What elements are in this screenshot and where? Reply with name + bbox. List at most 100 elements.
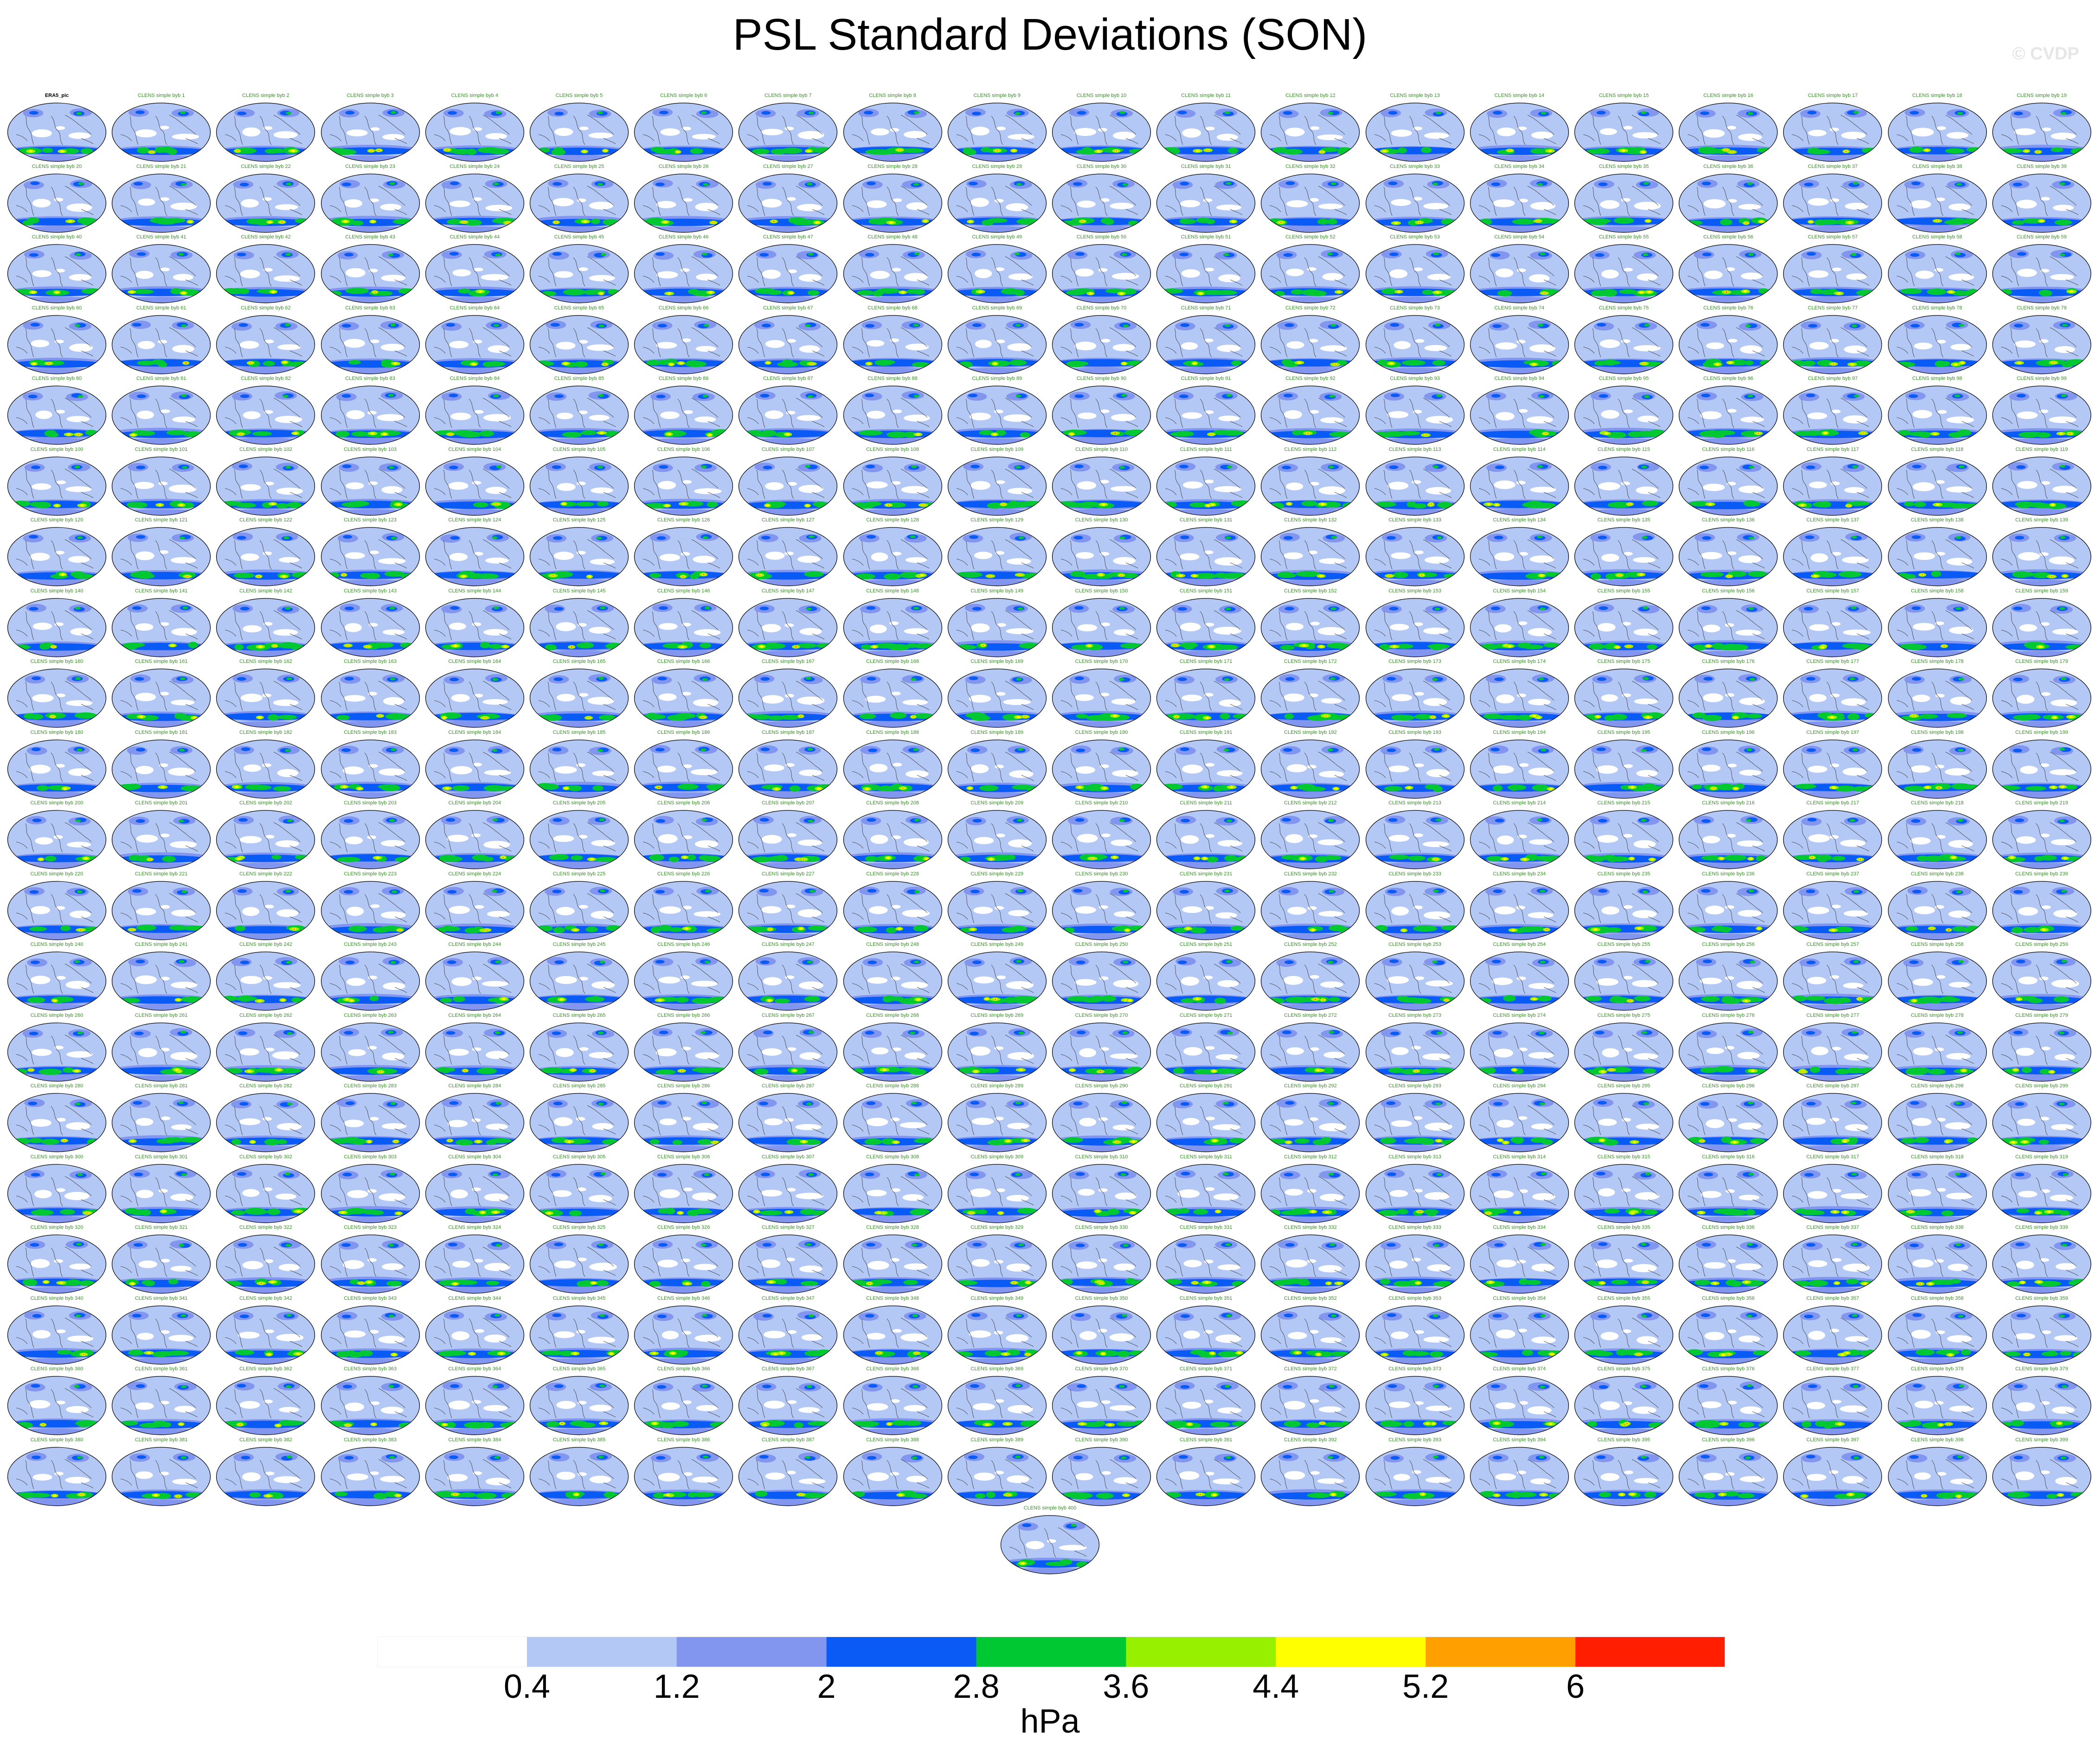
panel-title: CLENS simple byb 53 (1390, 234, 1440, 240)
map-panel: CLENS simple byb 338 (1888, 1225, 1987, 1295)
panel-title: CLENS simple byb 322 (239, 1225, 292, 1230)
panel-title: CLENS simple byb 35 (1599, 163, 1649, 169)
panel-map (1365, 1446, 1464, 1506)
map-panel: CLENS simple byb 19 (1992, 93, 2092, 163)
panel-title: CLENS simple byb 307 (762, 1154, 815, 1160)
panel-map (1261, 1305, 1360, 1365)
panel-map (7, 597, 107, 657)
panel-map (1470, 527, 1569, 586)
panel-title: CLENS simple byb 179 (2015, 659, 2068, 664)
panel-map (1365, 597, 1464, 657)
panel-title: CLENS simple byb 39 (2017, 163, 2067, 169)
panel-map (947, 1093, 1047, 1152)
panel-title: CLENS simple byb 399 (2015, 1437, 2068, 1443)
map-panel: CLENS simple byb 342 (216, 1296, 315, 1366)
panel-map (843, 173, 942, 233)
panel-map (634, 880, 733, 940)
colorbar-swatch (1575, 1637, 1725, 1667)
map-panel: CLENS simple byb 25 (529, 164, 629, 234)
panel-title: CLENS simple byb 107 (762, 446, 815, 452)
map-panel: CLENS simple byb 290 (1052, 1083, 1151, 1154)
map-panel: CLENS simple byb 88 (843, 376, 943, 446)
map-panel: CLENS simple byb 141 (111, 588, 211, 659)
panel-map (1783, 1093, 1882, 1152)
panel-map (321, 456, 420, 516)
map-panel: CLENS simple byb 29 (947, 164, 1047, 234)
panel-map (1992, 810, 2091, 869)
panel-map (947, 456, 1047, 516)
panel-map (425, 1163, 524, 1223)
panel-title: CLENS simple byb 348 (866, 1295, 919, 1301)
map-panel: CLENS simple byb 310 (1052, 1154, 1151, 1225)
panel-title: CLENS simple byb 328 (866, 1225, 919, 1230)
panel-title: CLENS simple byb 91 (1181, 376, 1231, 381)
panel-map (1470, 1022, 1569, 1082)
panel-map (947, 597, 1047, 657)
panel-title: CLENS simple byb 31 (1181, 163, 1231, 169)
map-panel: CLENS simple byb 297 (1783, 1083, 1882, 1154)
panel-title: CLENS simple byb 19 (2017, 93, 2067, 98)
map-panel: CLENS simple byb 400 (1000, 1505, 1100, 1576)
map-panel: CLENS simple byb 129 (947, 517, 1047, 588)
panel-map (1261, 1376, 1360, 1435)
panel-title: CLENS simple byb 45 (554, 234, 604, 240)
map-panel: CLENS simple byb 315 (1574, 1154, 1674, 1225)
panel-map (1888, 1305, 1987, 1365)
panel-title: CLENS simple byb 253 (1388, 942, 1441, 947)
panel-title: CLENS simple byb 264 (448, 1012, 501, 1018)
map-panel: CLENS simple byb 53 (1365, 234, 1465, 305)
map-panel: CLENS simple byb 32 (1260, 164, 1360, 234)
panel-title: CLENS simple byb 301 (135, 1154, 188, 1160)
map-panel: CLENS simple byb 386 (634, 1437, 733, 1508)
panel-map (1992, 1163, 2091, 1223)
panel-map (112, 315, 211, 374)
panel-title: CLENS simple byb 221 (135, 871, 188, 877)
panel-title: CLENS simple byb 366 (657, 1366, 710, 1372)
panel-map (739, 315, 838, 374)
panel-title: CLENS simple byb 247 (762, 942, 815, 947)
panel-map (529, 1234, 629, 1294)
map-panel: CLENS simple byb 83 (321, 376, 420, 446)
panel-map (1888, 1093, 1987, 1152)
panel-title: CLENS simple byb 102 (239, 446, 292, 452)
panel-title: CLENS simple byb 220 (30, 871, 83, 877)
panel-map (1052, 1022, 1151, 1082)
panel-map (425, 173, 524, 233)
panel-map (1574, 527, 1674, 586)
panel-map (1156, 173, 1256, 233)
panel-title: CLENS simple byb 205 (552, 800, 606, 806)
panel-map (1888, 739, 1987, 799)
panel-map (7, 1234, 107, 1294)
panel-title: CLENS simple byb 211 (1180, 800, 1233, 806)
map-panel: CLENS simple byb 84 (425, 376, 525, 446)
panel-map (425, 810, 524, 869)
panel-title: CLENS simple byb 270 (1075, 1012, 1128, 1018)
panel-title: CLENS simple byb 255 (1597, 942, 1650, 947)
map-panel: CLENS simple byb 253 (1365, 942, 1465, 1012)
panel-title: CLENS simple byb 250 (1075, 942, 1128, 947)
panel-title: CLENS simple byb 352 (1284, 1295, 1337, 1301)
panel-map (7, 1446, 107, 1506)
panel-map (1679, 385, 1778, 445)
panel-title: CLENS simple byb 65 (554, 305, 604, 311)
panel-map (634, 1093, 733, 1152)
map-panel: CLENS simple byb 239 (1992, 871, 2092, 942)
panel-title: CLENS simple byb 115 (1598, 446, 1650, 452)
map-panel: CLENS simple byb 204 (425, 800, 525, 871)
panel-title: CLENS simple byb 280 (30, 1083, 83, 1089)
map-panel: CLENS simple byb 67 (738, 305, 838, 376)
panel-map (634, 1305, 733, 1365)
map-panel: CLENS simple byb 326 (634, 1225, 733, 1295)
map-panel: CLENS simple byb 8 (843, 93, 943, 163)
map-panel: CLENS simple byb 319 (1992, 1154, 2092, 1225)
map-panel: CLENS simple byb 330 (1052, 1225, 1151, 1295)
map-panel: CLENS simple byb 177 (1783, 659, 1882, 729)
map-panel: CLENS simple byb 12 (1260, 93, 1360, 163)
map-panel: CLENS simple byb 157 (1783, 588, 1882, 659)
map-panel: CLENS simple byb 66 (634, 305, 733, 376)
map-panel: CLENS simple byb 170 (1052, 659, 1151, 729)
panel-title: CLENS simple byb 321 (135, 1225, 188, 1230)
panel-map (216, 173, 315, 233)
panel-map (1574, 1305, 1674, 1365)
panel-title: CLENS simple byb 332 (1284, 1225, 1337, 1230)
